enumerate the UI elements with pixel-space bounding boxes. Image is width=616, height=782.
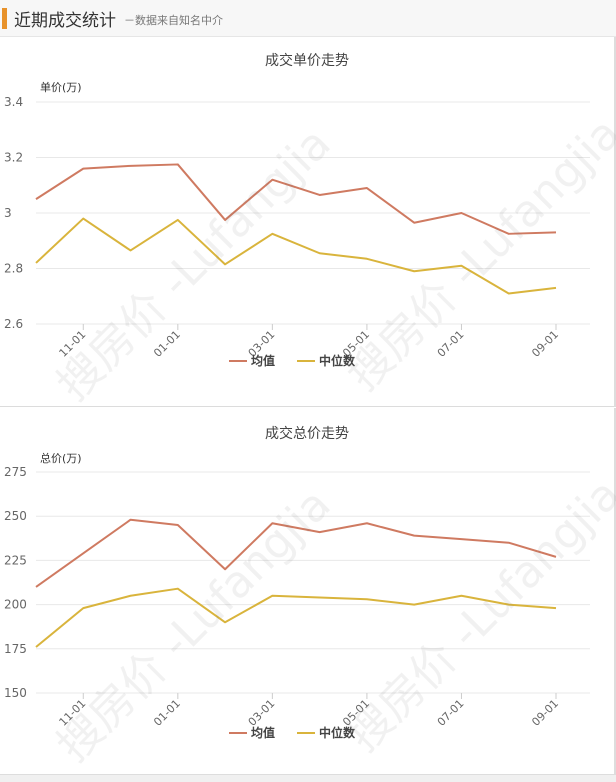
section-header: 近期成交统计 －数据来自知名中介	[0, 0, 616, 37]
legend-label: 中位数	[319, 353, 356, 368]
x-tick-label: 11-01	[57, 328, 89, 360]
y-tick-label: 3.4	[4, 95, 23, 109]
y-tick-label: 225	[4, 553, 27, 567]
y-tick-label: 150	[4, 686, 27, 700]
y-axis-label: 总价(万)	[40, 451, 82, 465]
x-tick-label: 05-01	[340, 697, 372, 729]
unit-price-chart-panel: 成交单价走势 单价(万) 2.6 2.8 3 3.2 3.4 11-01 01-01 03-01 0…	[0, 37, 616, 411]
y-tick-label: 275	[4, 465, 27, 479]
x-tick-label: 09-01	[529, 697, 561, 729]
chart-title: 成交总价走势	[265, 425, 349, 442]
x-tick-label: 09-01	[529, 328, 561, 360]
y-tick-label: 3	[4, 206, 12, 220]
mean-series-line	[35, 518, 557, 588]
y-tick-label: 2.8	[4, 262, 23, 276]
chart-title: 成交单价走势	[265, 52, 349, 69]
total-price-chart-panel: 成交总价走势总价(万) 150 175 200 225 250 275 11-01 01-01 0…	[0, 408, 616, 774]
median-series-line	[35, 587, 557, 648]
legend-label: 均值	[251, 353, 275, 368]
y-tick-label: 200	[4, 598, 27, 612]
legend-label: 中位数	[319, 725, 356, 740]
x-tick-label: 07-01	[435, 697, 467, 729]
y-tick-label: 3.2	[4, 151, 23, 165]
x-tick-label: 01-01	[151, 328, 183, 360]
y-tick-label: 250	[4, 509, 27, 523]
mean-series-line	[35, 163, 557, 235]
x-tick-label: 07-01	[435, 328, 467, 360]
section-title: 近期成交统计	[14, 11, 116, 31]
median-series-line	[35, 217, 557, 295]
y-tick-label: 2.6	[4, 317, 23, 331]
x-tick-label: 03-01	[246, 697, 278, 729]
section-subtitle: －数据来自知名中介	[124, 14, 223, 27]
page-bottom-edge	[0, 774, 616, 782]
legend-label: 均值	[251, 725, 275, 740]
x-tick-label: 11-01	[57, 697, 89, 729]
y-tick-label: 175	[4, 642, 27, 656]
header-accent-bar	[2, 8, 7, 29]
y-axis-label: 单价(万)	[40, 81, 82, 94]
x-tick-label: 01-01	[151, 697, 183, 729]
